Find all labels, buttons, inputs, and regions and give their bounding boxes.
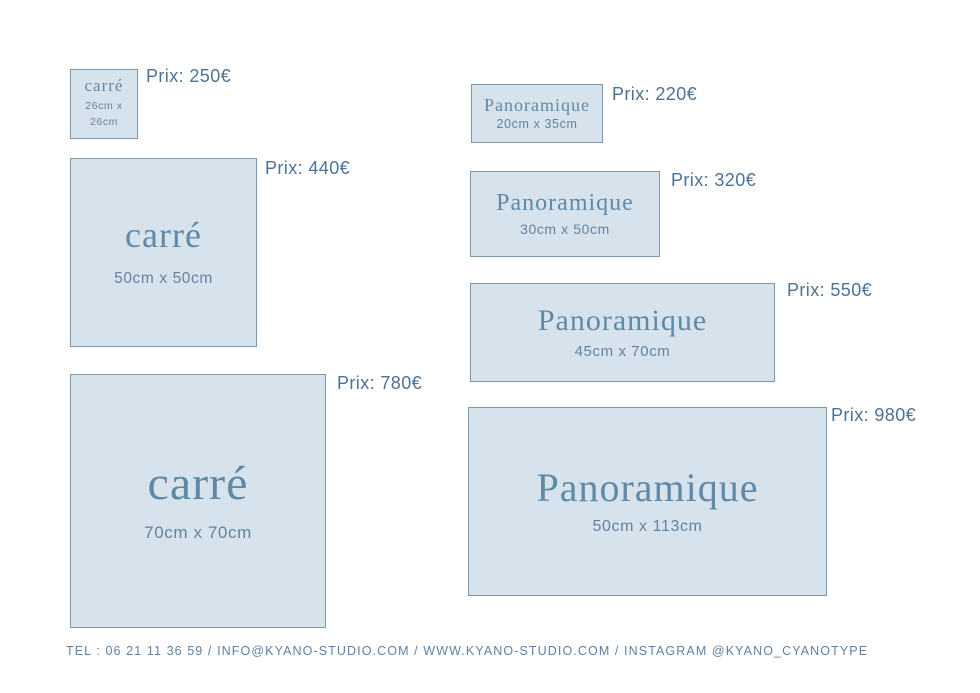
size-box-panoramique-20x35: Panoramique 20cm x 35cm [471, 84, 603, 143]
price-label-panoramique-20x35: Prix: 220€ [612, 84, 698, 104]
size-box-carre-50: carré 50cm x 50cm [70, 158, 257, 347]
format-dimensions: 45cm x 70cm [574, 342, 671, 360]
size-box-panoramique-45x70: Panoramique 45cm x 70cm [470, 283, 775, 382]
format-name: carré [147, 457, 249, 511]
price-label-panoramique-50x113: Prix: 980€ [831, 405, 917, 425]
size-box-panoramique-50x113: Panoramique 50cm x 113cm [468, 407, 827, 596]
contact-footer: TEL : 06 21 11 36 59 / INFO@KYANO-STUDIO… [66, 644, 869, 658]
format-dimensions: 26cm x 26cm [85, 100, 123, 129]
format-dimensions: 50cm x 50cm [114, 269, 213, 287]
price-label-carre-70: Prix: 780€ [337, 373, 423, 393]
format-dimensions: 50cm x 113cm [592, 518, 703, 535]
format-dimensions: 70cm x 70cm [144, 522, 252, 542]
format-name: Panoramique [537, 304, 708, 338]
size-box-carre-26: carré 26cm x 26cm [70, 69, 138, 139]
format-name: Panoramique [496, 189, 634, 216]
format-name: carré [84, 76, 124, 96]
size-box-panoramique-30x50: Panoramique 30cm x 50cm [470, 171, 660, 257]
format-dimensions: 30cm x 50cm [520, 221, 610, 238]
format-name: Panoramique [484, 95, 590, 116]
size-box-carre-70: carré 70cm x 70cm [70, 374, 326, 628]
format-dimensions: 20cm x 35cm [496, 116, 578, 131]
price-label-panoramique-45x70: Prix: 550€ [787, 280, 873, 300]
price-label-panoramique-30x50: Prix: 320€ [671, 170, 757, 190]
price-label-carre-50: Prix: 440€ [265, 158, 351, 178]
price-label-carre-26: Prix: 250€ [146, 66, 232, 86]
format-name: Panoramique [536, 465, 759, 510]
format-name: carré [125, 215, 202, 256]
